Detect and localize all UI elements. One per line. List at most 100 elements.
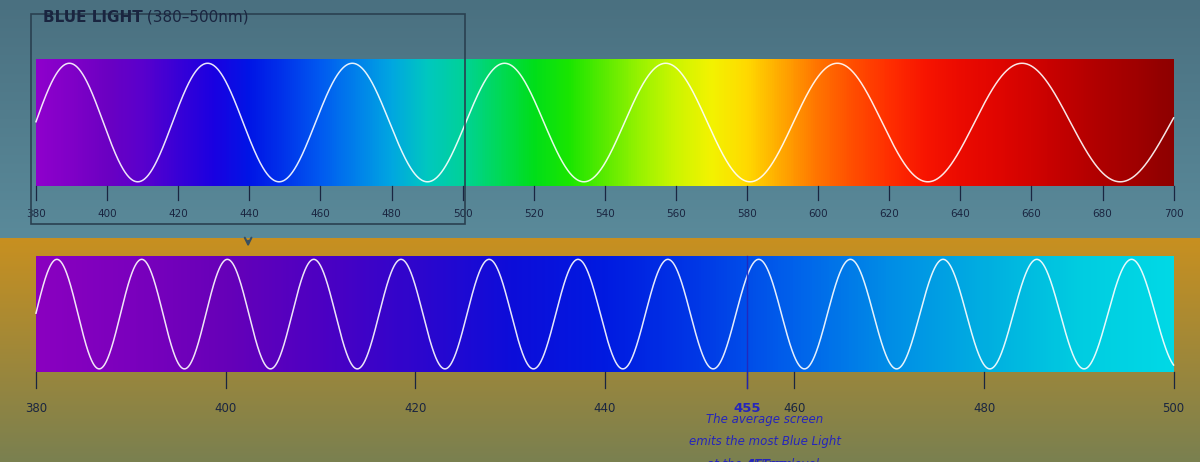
Bar: [180, 60, 182, 186]
Bar: [136, 256, 138, 372]
Bar: [264, 60, 265, 186]
Bar: [504, 60, 506, 186]
Bar: [920, 256, 923, 372]
Bar: [474, 256, 476, 372]
Bar: [403, 256, 406, 372]
Bar: [872, 60, 874, 186]
Bar: [110, 256, 113, 372]
Bar: [840, 60, 842, 186]
Bar: [1080, 256, 1082, 372]
Bar: [334, 60, 336, 186]
Bar: [875, 256, 878, 372]
Bar: [210, 256, 212, 372]
Bar: [703, 60, 706, 186]
Bar: [944, 60, 946, 186]
Bar: [170, 60, 173, 186]
Bar: [978, 60, 980, 186]
Bar: [619, 256, 622, 372]
Bar: [418, 256, 420, 372]
Bar: [262, 60, 264, 186]
Bar: [318, 60, 320, 186]
Text: 680: 680: [1093, 209, 1112, 219]
Bar: [491, 256, 494, 372]
Bar: [196, 60, 197, 186]
Bar: [910, 60, 912, 186]
Bar: [755, 60, 756, 186]
Bar: [1127, 60, 1128, 186]
Bar: [661, 256, 665, 372]
Bar: [167, 60, 169, 186]
Bar: [878, 60, 880, 186]
Bar: [251, 60, 252, 186]
Bar: [61, 256, 65, 372]
Bar: [784, 256, 787, 372]
Bar: [881, 256, 883, 372]
Bar: [644, 60, 647, 186]
Bar: [192, 60, 193, 186]
Bar: [638, 256, 642, 372]
Bar: [317, 60, 318, 186]
Bar: [304, 256, 306, 372]
Bar: [499, 256, 503, 372]
Bar: [480, 256, 482, 372]
Bar: [163, 60, 164, 186]
Text: 640: 640: [950, 209, 970, 219]
Bar: [1099, 256, 1103, 372]
Bar: [815, 60, 817, 186]
Bar: [337, 256, 341, 372]
Bar: [790, 256, 792, 372]
Bar: [766, 60, 768, 186]
Bar: [287, 60, 288, 186]
Bar: [859, 60, 860, 186]
Bar: [42, 256, 44, 372]
Bar: [1018, 256, 1020, 372]
Bar: [540, 60, 542, 186]
Bar: [590, 256, 594, 372]
Bar: [160, 60, 161, 186]
Bar: [936, 60, 938, 186]
Bar: [781, 60, 784, 186]
Bar: [85, 60, 88, 186]
Bar: [995, 60, 997, 186]
Bar: [1052, 60, 1054, 186]
Bar: [72, 60, 74, 186]
Bar: [383, 256, 386, 372]
Bar: [594, 60, 595, 186]
Bar: [722, 60, 725, 186]
Bar: [530, 256, 534, 372]
Bar: [252, 60, 254, 186]
Bar: [679, 60, 680, 186]
Bar: [520, 256, 522, 372]
Bar: [425, 60, 426, 186]
Bar: [601, 60, 602, 186]
Bar: [706, 60, 707, 186]
Bar: [995, 256, 997, 372]
Bar: [300, 60, 301, 186]
Bar: [562, 60, 563, 186]
Bar: [932, 256, 935, 372]
Bar: [774, 60, 775, 186]
Bar: [850, 256, 852, 372]
Bar: [860, 60, 863, 186]
Bar: [1141, 60, 1144, 186]
Bar: [1102, 60, 1104, 186]
Bar: [653, 60, 654, 186]
Bar: [1003, 60, 1004, 186]
Bar: [912, 256, 914, 372]
Bar: [277, 256, 281, 372]
Bar: [716, 60, 719, 186]
Bar: [324, 60, 326, 186]
Bar: [941, 256, 943, 372]
Bar: [842, 60, 844, 186]
Bar: [1076, 60, 1079, 186]
Bar: [233, 60, 235, 186]
Bar: [856, 60, 857, 186]
Bar: [628, 256, 630, 372]
Bar: [266, 256, 269, 372]
Bar: [794, 60, 797, 186]
Bar: [902, 60, 905, 186]
Bar: [1003, 256, 1006, 372]
Bar: [480, 60, 481, 186]
Bar: [73, 256, 76, 372]
Bar: [866, 60, 869, 186]
